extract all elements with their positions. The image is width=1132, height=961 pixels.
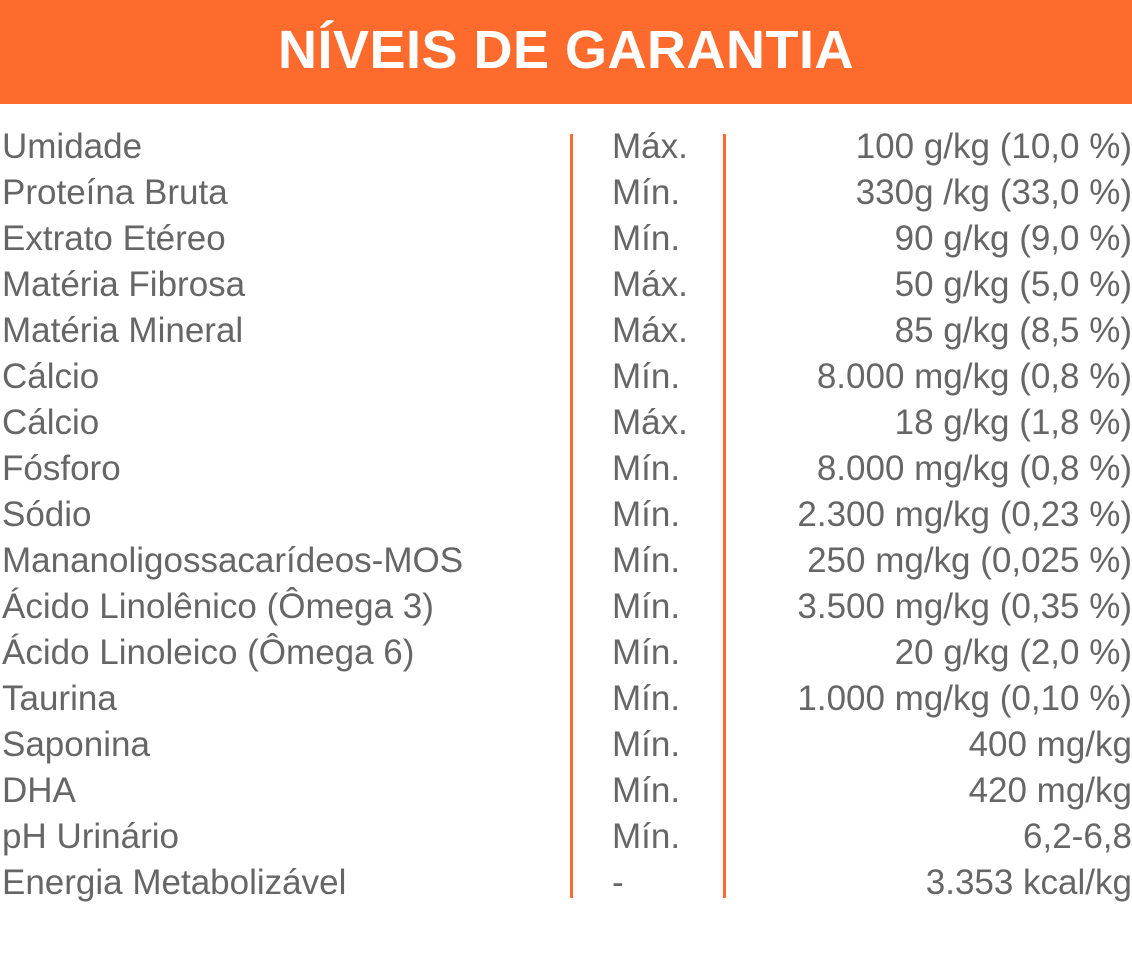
nutrient-value: 330g /kg (33,0 %)	[855, 173, 1132, 212]
limit-qualifier: Mín.	[612, 449, 681, 488]
limit-qualifier: Mín.	[612, 725, 681, 764]
table-row: Matéria Mineral Máx. 85 g/kg (8,5 %)	[0, 308, 1132, 354]
nutrient-value: 400 mg/kg	[968, 725, 1132, 764]
nutrient-name: Sódio	[2, 495, 92, 534]
limit-qualifier: Mín.	[612, 541, 681, 580]
nutrient-value: 8.000 mg/kg (0,8 %)	[816, 357, 1132, 396]
nutrient-name: Mananoligossacarídeos-MOS	[2, 541, 464, 580]
nutrient-name: Ácido Linoleico (Ômega 6)	[2, 633, 415, 672]
nutrient-name: Cálcio	[2, 403, 100, 442]
limit-qualifier: Mín.	[612, 771, 681, 810]
nutrient-value: 250 mg/kg (0,025 %)	[807, 541, 1132, 580]
header-banner: NÍVEIS DE GARANTIA	[0, 0, 1132, 104]
limit-qualifier: -	[612, 863, 624, 902]
limit-qualifier: Máx.	[612, 403, 688, 442]
limit-qualifier: Mín.	[612, 817, 681, 856]
table-row: Ácido Linolênico (Ômega 3) Mín. 3.500 mg…	[0, 584, 1132, 630]
table-row: Proteína Bruta Mín. 330g /kg (33,0 %)	[0, 170, 1132, 216]
guarantee-table: Umidade Máx. 100 g/kg (10,0 %) Proteína …	[0, 124, 1132, 906]
table-row: Mananoligossacarídeos-MOS Mín. 250 mg/kg…	[0, 538, 1132, 584]
table-row: DHA Mín. 420 mg/kg	[0, 768, 1132, 814]
nutrient-value: 3.353 kcal/kg	[925, 863, 1132, 902]
table-row: Sódio Mín. 2.300 mg/kg (0,23 %)	[0, 492, 1132, 538]
nutrient-name: pH Urinário	[2, 817, 179, 856]
table-row: pH Urinário Mín. 6,2-6,8	[0, 814, 1132, 860]
nutrient-name: Umidade	[2, 127, 143, 166]
nutrient-name: Extrato Etéreo	[2, 219, 226, 258]
limit-qualifier: Mín.	[612, 219, 681, 258]
table-row: Ácido Linoleico (Ômega 6) Mín. 20 g/kg (…	[0, 630, 1132, 676]
table-row: Umidade Máx. 100 g/kg (10,0 %)	[0, 124, 1132, 170]
nutrient-name: Proteína Bruta	[2, 173, 228, 212]
limit-qualifier: Mín.	[612, 357, 681, 396]
nutrient-value: 18 g/kg (1,8 %)	[894, 403, 1132, 442]
nutrient-name: DHA	[2, 771, 76, 810]
table-row: Fósforo Mín. 8.000 mg/kg (0,8 %)	[0, 446, 1132, 492]
nutrient-name: Saponina	[2, 725, 150, 764]
nutrient-name: Matéria Mineral	[2, 311, 244, 350]
table-row: Saponina Mín. 400 mg/kg	[0, 722, 1132, 768]
table-row: Extrato Etéreo Mín. 90 g/kg (9,0 %)	[0, 216, 1132, 262]
nutrient-value: 420 mg/kg	[968, 771, 1132, 810]
nutrient-value: 90 g/kg (9,0 %)	[894, 219, 1132, 258]
nutrient-name: Energia Metabolizável	[2, 863, 347, 902]
nutrient-name: Taurina	[2, 679, 117, 718]
nutrient-value: 6,2-6,8	[1023, 817, 1132, 856]
limit-qualifier: Mín.	[612, 679, 681, 718]
limit-qualifier: Mín.	[612, 587, 681, 626]
nutrient-name: Matéria Fibrosa	[2, 265, 246, 304]
nutrient-value: 2.300 mg/kg (0,23 %)	[797, 495, 1132, 534]
table-row: Cálcio Máx. 18 g/kg (1,8 %)	[0, 400, 1132, 446]
nutrient-value: 8.000 mg/kg (0,8 %)	[816, 449, 1132, 488]
table-row: Taurina Mín. 1.000 mg/kg (0,10 %)	[0, 676, 1132, 722]
nutrient-value: 20 g/kg (2,0 %)	[894, 633, 1132, 672]
nutrient-name: Cálcio	[2, 357, 100, 396]
limit-qualifier: Máx.	[612, 265, 688, 304]
limit-qualifier: Mín.	[612, 633, 681, 672]
limit-qualifier: Mín.	[612, 495, 681, 534]
nutrient-value: 85 g/kg (8,5 %)	[894, 311, 1132, 350]
nutrient-value: 3.500 mg/kg (0,35 %)	[797, 587, 1132, 626]
nutrient-value: 50 g/kg (5,0 %)	[894, 265, 1132, 304]
nutrient-value: 1.000 mg/kg (0,10 %)	[797, 679, 1132, 718]
nutrient-name: Ácido Linolênico (Ômega 3)	[2, 587, 434, 626]
page-title: NÍVEIS DE GARANTIA	[277, 20, 855, 80]
nutrient-value: 100 g/kg (10,0 %)	[855, 127, 1132, 166]
column-divider-right	[723, 134, 726, 898]
table-row: Cálcio Mín. 8.000 mg/kg (0,8 %)	[0, 354, 1132, 400]
nutrient-name: Fósforo	[2, 449, 121, 488]
limit-qualifier: Máx.	[612, 311, 688, 350]
limit-qualifier: Mín.	[612, 173, 681, 212]
table-row: Matéria Fibrosa Máx. 50 g/kg (5,0 %)	[0, 262, 1132, 308]
limit-qualifier: Máx.	[612, 127, 688, 166]
table-row: Energia Metabolizável - 3.353 kcal/kg	[0, 860, 1132, 906]
column-divider-left	[570, 134, 573, 898]
